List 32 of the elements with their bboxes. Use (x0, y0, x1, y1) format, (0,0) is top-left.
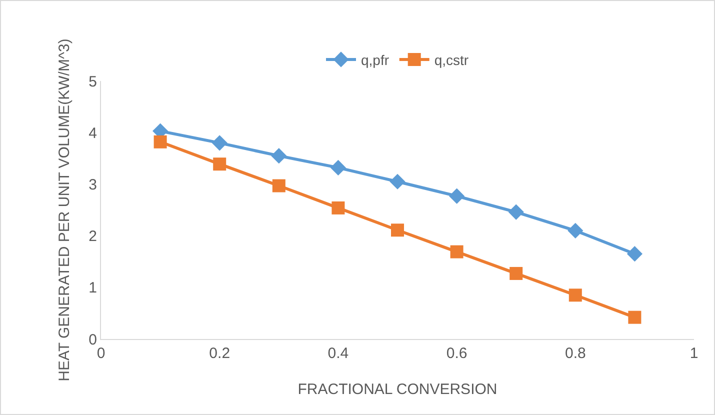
point (449, 188, 465, 204)
point (450, 245, 464, 258)
point (272, 179, 286, 192)
x-tick-label: 1 (690, 345, 698, 362)
point (626, 246, 642, 262)
point (628, 310, 642, 324)
y-tick-label: 4 (88, 124, 97, 142)
point (510, 266, 523, 280)
y-tick-label: 2 (88, 228, 97, 246)
y-tick-label: 0 (88, 331, 97, 348)
point (390, 174, 406, 190)
point (154, 135, 167, 148)
y-tick-label: 1 (88, 280, 97, 297)
point (271, 148, 287, 164)
legend-label: q,cstr (434, 52, 469, 68)
y-tick-label: 5 (88, 73, 97, 90)
point (212, 135, 228, 151)
point (332, 201, 345, 214)
point (508, 204, 524, 220)
x-axis-title: FRACTIONAL CONVERSION (298, 381, 498, 398)
point (330, 160, 346, 176)
legend-label: q,pfr (361, 52, 390, 68)
point (568, 222, 584, 238)
point (213, 158, 226, 171)
x-tick-label: 0.4 (328, 345, 349, 362)
point (391, 224, 404, 237)
x-tick-label: 0.8 (564, 345, 586, 362)
y-axis-title: HEAT GENERATED PER UNIT VOLUME(KW/M^3) (56, 38, 73, 382)
point (568, 288, 582, 302)
y-tick-label: 3 (88, 176, 97, 194)
x-tick-label: 0.6 (446, 345, 468, 362)
x-tick-label: 0.2 (209, 345, 230, 362)
